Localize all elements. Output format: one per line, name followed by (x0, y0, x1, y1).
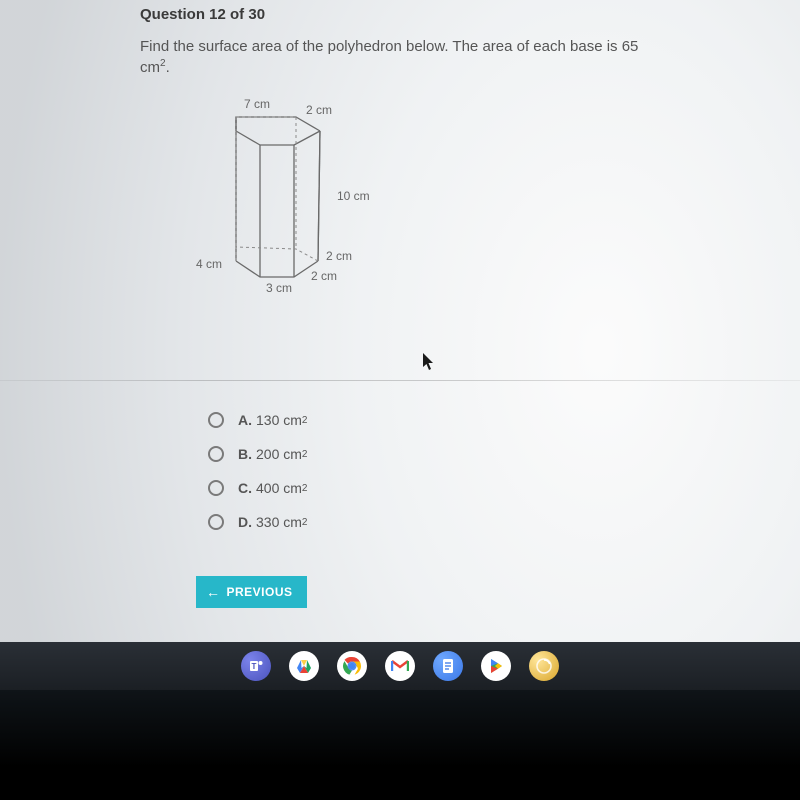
drive-icon[interactable] (289, 651, 319, 681)
option-c-sup: 2 (302, 483, 308, 494)
option-b[interactable]: B. 200 cm2 (208, 446, 307, 462)
svg-text:T: T (252, 662, 257, 671)
option-a-sup: 2 (302, 415, 308, 426)
option-a[interactable]: A. 130 cm2 (208, 412, 307, 428)
option-c-label: C. (238, 480, 252, 496)
laptop-bezel (0, 690, 800, 800)
option-b-value: 200 cm (256, 446, 302, 462)
option-a-value: 130 cm (256, 412, 302, 428)
dim-left: 4 cm (196, 257, 222, 271)
radio-b[interactable] (208, 446, 224, 462)
radio-a[interactable] (208, 412, 224, 428)
taskbar: T (0, 642, 800, 690)
option-b-sup: 2 (302, 449, 308, 460)
quiz-screen: Question 12 of 30 Find the surface area … (0, 0, 800, 690)
prism-svg (230, 111, 350, 291)
teams-icon[interactable]: T (241, 651, 271, 681)
option-c-value: 400 cm (256, 480, 302, 496)
play-icon[interactable] (481, 651, 511, 681)
chrome-icon[interactable] (337, 651, 367, 681)
answer-options: A. 130 cm2 B. 200 cm2 C. 400 cm2 D. 330 … (208, 412, 307, 548)
dim-top-left: 7 cm (244, 97, 270, 111)
prism-figure: 7 cm 2 cm 10 cm 2 cm 2 cm 3 cm 4 cm (196, 97, 416, 297)
prompt-suffix: . (166, 59, 170, 76)
question-number: Question 12 of 30 (140, 6, 700, 23)
option-b-label: B. (238, 446, 252, 462)
radio-d[interactable] (208, 514, 224, 530)
question-prompt: Find the surface area of the polyhedron … (140, 37, 700, 79)
section-divider (0, 380, 800, 381)
option-c[interactable]: C. 400 cm2 (208, 480, 307, 496)
prompt-line1: Find the surface area of the polyhedron … (140, 38, 638, 55)
arrow-left-icon: ← (206, 585, 221, 599)
question-block: Question 12 of 30 Find the surface area … (140, 6, 700, 297)
previous-button[interactable]: ← PREVIOUS (196, 576, 307, 608)
option-d-label: D. (238, 514, 252, 530)
option-d[interactable]: D. 330 cm2 (208, 514, 307, 530)
prompt-line2: cm (140, 59, 160, 76)
coin-icon[interactable] (529, 651, 559, 681)
option-a-label: A. (238, 412, 252, 428)
option-d-value: 330 cm (256, 514, 302, 530)
gmail-icon[interactable] (385, 651, 415, 681)
mouse-cursor-icon (422, 352, 436, 372)
option-d-sup: 2 (302, 517, 308, 528)
previous-label: PREVIOUS (227, 585, 293, 599)
radio-c[interactable] (208, 480, 224, 496)
docs-icon[interactable] (433, 651, 463, 681)
